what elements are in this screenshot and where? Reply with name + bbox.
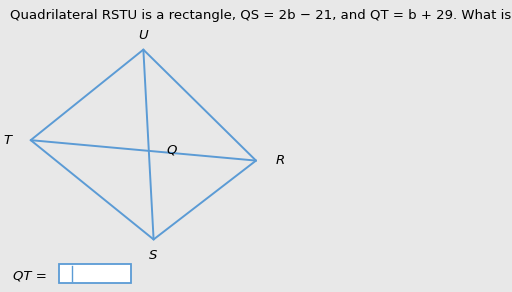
Text: QT =: QT = bbox=[13, 270, 47, 282]
Text: U: U bbox=[138, 29, 148, 41]
FancyBboxPatch shape bbox=[59, 264, 131, 283]
Text: R: R bbox=[276, 154, 285, 167]
Text: T: T bbox=[4, 134, 12, 147]
Text: Q: Q bbox=[166, 144, 177, 157]
Text: S: S bbox=[150, 249, 158, 262]
Text: Quadrilateral RSTU is a rectangle, QS = 2b − 21, and QT = b + 29. What is QT?: Quadrilateral RSTU is a rectangle, QS = … bbox=[10, 9, 512, 22]
